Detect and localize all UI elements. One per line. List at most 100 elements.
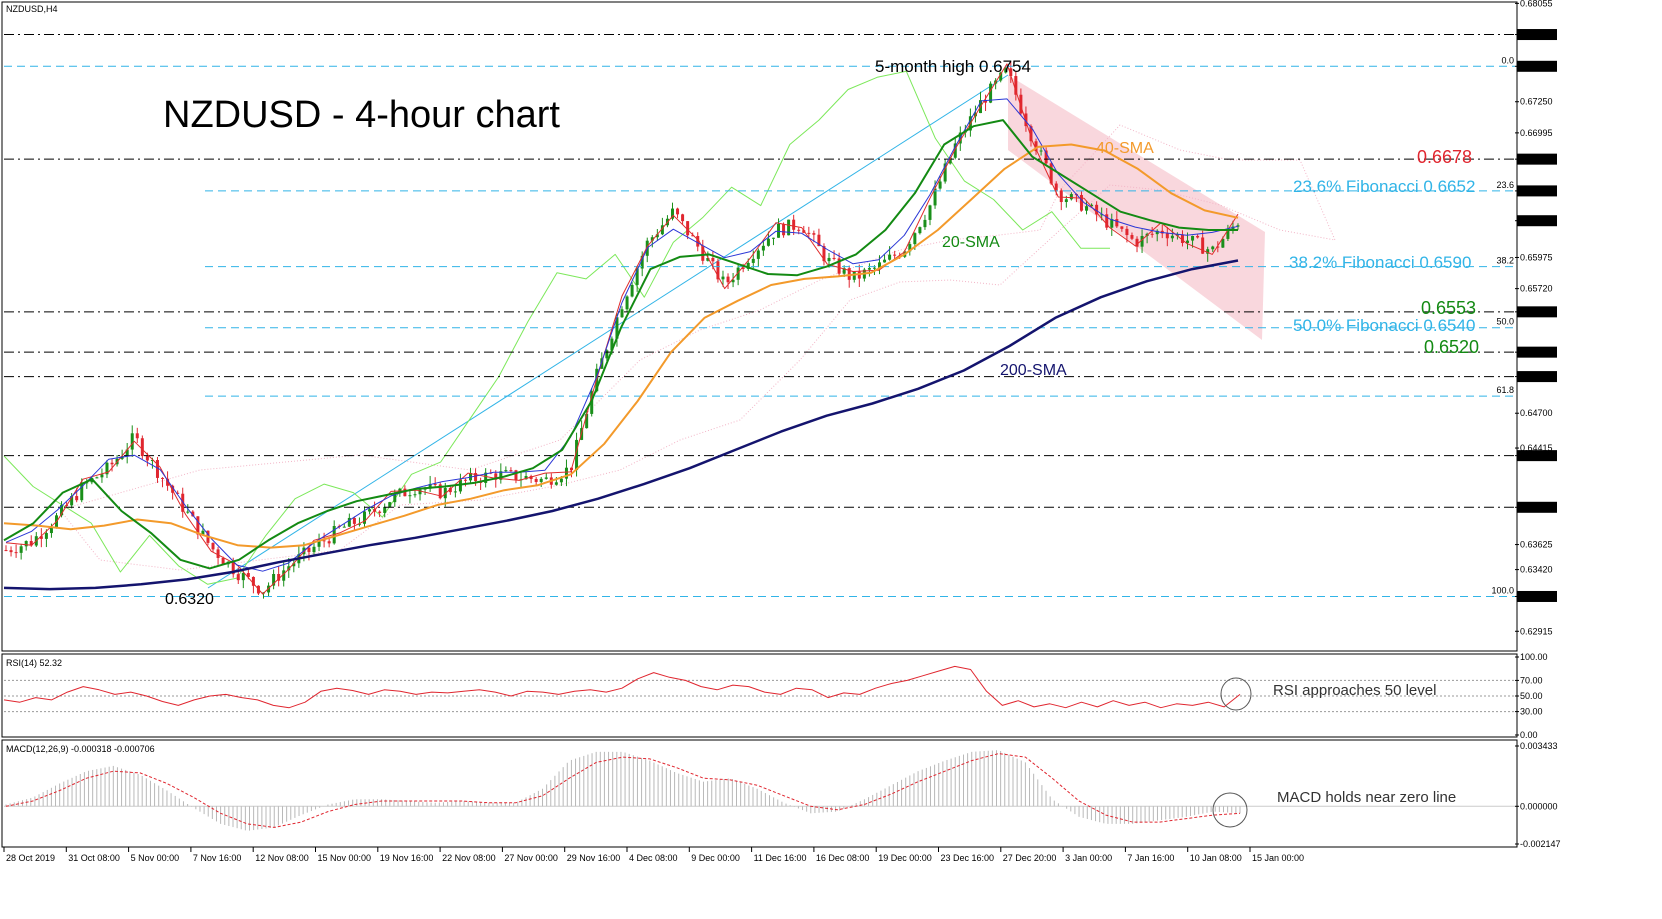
candle-body	[1009, 68, 1013, 77]
fib-500-label: 50.0% Fibonacci 0.6540	[1293, 316, 1475, 335]
candle-body	[857, 271, 861, 279]
candle-body	[1155, 230, 1159, 235]
price-tick-label: 0.63930	[1520, 502, 1553, 512]
candle-body	[716, 261, 720, 280]
candle-body	[701, 246, 705, 261]
candle-body	[1059, 190, 1063, 203]
candle-body	[787, 219, 791, 236]
macd-annotation: MACD holds near zero line	[1277, 789, 1456, 806]
time-tick-label: 19 Dec 00:00	[878, 853, 932, 863]
price-tick-label: 0.62915	[1520, 626, 1553, 636]
price-tick-label: 0.64353	[1520, 451, 1553, 461]
time-tick-label: 11 Dec 16:00	[754, 853, 807, 863]
uptrend-line	[207, 74, 1009, 589]
candle-body	[943, 163, 947, 182]
candle-body	[201, 530, 205, 535]
candle-body	[135, 433, 139, 439]
candle-body	[1069, 194, 1073, 200]
candle-body	[544, 477, 548, 479]
candle-body	[403, 488, 407, 497]
macd-signal-line	[5, 753, 1241, 828]
candle-body	[342, 526, 346, 528]
candle-body	[352, 517, 356, 524]
candle-body	[1221, 238, 1225, 248]
candle-body	[509, 470, 513, 472]
candle-body	[1140, 235, 1144, 247]
candle-body	[554, 482, 558, 485]
high-annotation: 5-month high 0.6754	[875, 57, 1031, 76]
candle-body	[1110, 219, 1114, 228]
candle-body	[155, 460, 159, 478]
price-tick-label: 0.67540	[1520, 61, 1553, 71]
candle-body	[347, 517, 351, 527]
candle-body	[231, 561, 235, 575]
macd-tick-label: -0.002147	[1520, 839, 1561, 849]
candle-body	[1024, 113, 1028, 127]
candle-body	[474, 473, 478, 482]
candle-body	[686, 221, 690, 236]
candle-body	[499, 471, 503, 480]
candle-body	[1115, 219, 1119, 227]
level-6553-label: 0.6553	[1421, 298, 1476, 318]
candle-body	[19, 546, 23, 553]
time-tick-label: 10 Jan 08:00	[1190, 853, 1242, 863]
price-series	[3, 63, 1239, 595]
candle-body	[317, 540, 321, 547]
rsi-tick-label: 70.00	[1520, 675, 1543, 685]
candle-body	[191, 511, 195, 517]
candle-body	[1014, 76, 1018, 95]
candle-body	[49, 527, 53, 534]
candle-body	[1120, 226, 1124, 229]
time-tick-label: 23 Dec 16:00	[941, 853, 995, 863]
candle-body	[852, 271, 856, 280]
price-tick-label: 0.65720	[1520, 284, 1553, 294]
candle-body	[166, 478, 170, 486]
candle-body	[282, 570, 286, 581]
candle-body	[9, 550, 13, 553]
candle-body	[559, 478, 563, 483]
price-tick-label: 0.67250	[1520, 97, 1553, 107]
candle-body	[1170, 235, 1174, 239]
candle-body	[1004, 68, 1008, 73]
candle-body	[807, 232, 811, 234]
candle-body	[564, 467, 568, 479]
candle-body	[368, 509, 372, 512]
candle-body	[378, 511, 382, 513]
price-tick-label: 0.65200	[1520, 347, 1553, 357]
candle-body	[272, 573, 276, 586]
candle-body	[216, 549, 220, 558]
symbol-label: NZDUSD,H4	[6, 4, 58, 14]
candle-body	[1226, 229, 1230, 239]
rsi-axis: 100.00 70.00 50.00 30.00 0.00	[1515, 652, 1548, 740]
candle-body	[524, 476, 528, 480]
candle-body	[1180, 234, 1184, 243]
candle-body	[1064, 199, 1068, 203]
time-tick-label: 5 Nov 00:00	[131, 853, 180, 863]
candle-body	[1165, 233, 1169, 239]
candle-body	[1079, 195, 1083, 211]
price-tick-label: 0.63625	[1520, 540, 1553, 550]
descending-channel	[1008, 75, 1265, 340]
price-tick-label: 0.65530	[1520, 307, 1553, 317]
main-panel	[1, 1, 1518, 652]
fib-236-label: 23.6% Fibonacci 0.6652	[1293, 177, 1475, 196]
rsi-label: RSI(14) 52.32	[6, 658, 62, 668]
low-annotation: 0.6320	[165, 591, 214, 608]
candle-body	[236, 574, 240, 581]
candle-body	[999, 72, 1003, 81]
candle-body	[241, 573, 245, 581]
candle-body	[610, 338, 614, 351]
price-tick-label: 0.63200	[1520, 591, 1553, 601]
price-tick-label: 0.63420	[1520, 565, 1553, 575]
candle-body	[221, 557, 225, 565]
fib-percent-label: 38.2	[1496, 256, 1514, 266]
candle-body	[681, 214, 685, 222]
candle-body	[428, 484, 432, 489]
candle-body	[696, 236, 700, 247]
candle-body	[24, 541, 28, 547]
candle-body	[585, 413, 589, 429]
price-tick-box	[1517, 501, 1557, 513]
candle-body	[736, 267, 740, 280]
candle-body	[1135, 238, 1139, 247]
time-tick-label: 16 Dec 08:00	[816, 853, 870, 863]
